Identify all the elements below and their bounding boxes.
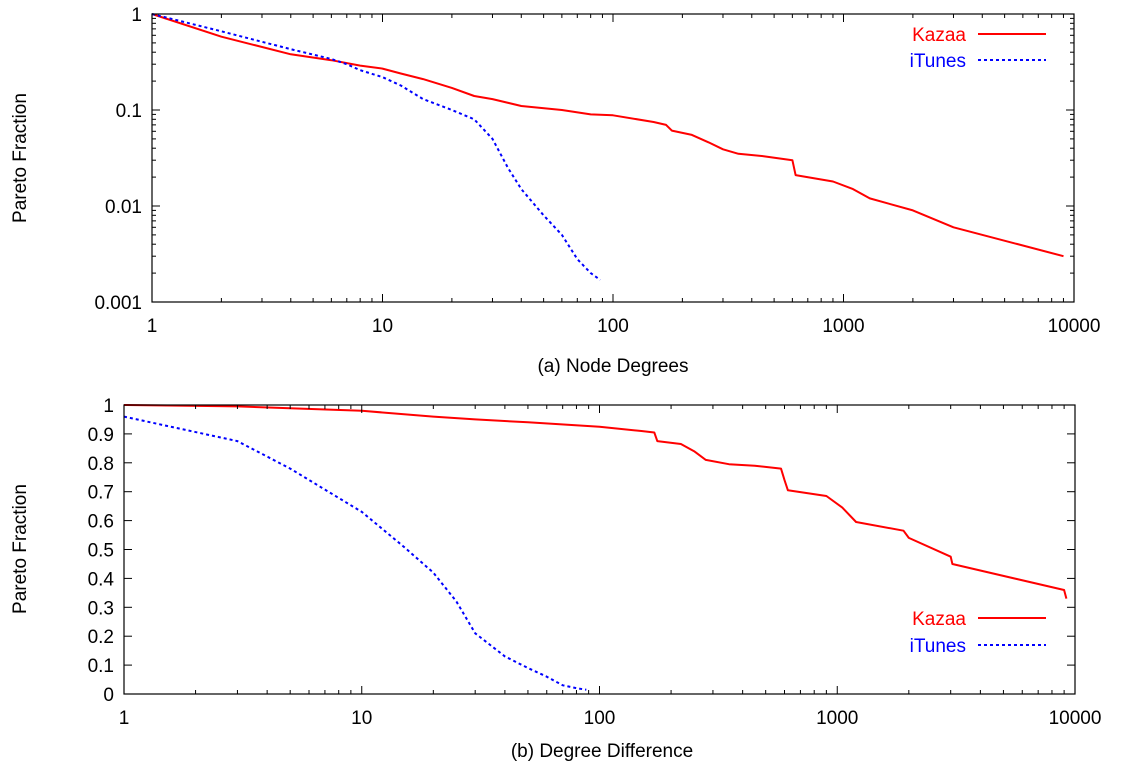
series-line-itunes (123, 415, 587, 691)
x-tick-label: 1 (147, 316, 158, 337)
legend-entry-kazaa: Kazaa (912, 25, 1046, 46)
chart-node-degrees: 1 10 100 1000 10000 0.001 0.01 0.1 1 Pareto Frac… (10, 5, 1100, 377)
series-line-kazaa (123, 404, 1068, 599)
x-tick-label: 100 (597, 316, 629, 337)
y-tick-label: 0.01 (105, 197, 142, 218)
chart-caption: (a) Node Degrees (537, 356, 688, 377)
y-tick-label: 0.001 (94, 293, 142, 314)
x-tick-label: 10 (351, 708, 372, 729)
chart-caption: (b) Degree Difference (511, 741, 693, 762)
x-tick-label: 10000 (1048, 316, 1101, 337)
series-layer (123, 404, 1068, 691)
series-line-kazaa (151, 13, 1064, 258)
legend-label-itunes: iTunes (910, 51, 966, 72)
legend: Kazaa iTunes (910, 609, 1046, 657)
y-tick-label: 0.7 (88, 483, 114, 504)
y-axis-title: Pareto Fraction (10, 93, 31, 223)
y-tick-label: 0.3 (88, 598, 114, 619)
legend-label-kazaa: Kazaa (912, 25, 966, 46)
legend-entry-itunes: iTunes (910, 51, 1046, 72)
legend-entry-kazaa: Kazaa (912, 609, 1046, 630)
y-tick-label: 1 (103, 396, 114, 417)
y-tick-label: 0.9 (88, 425, 114, 446)
x-tick-label: 1000 (816, 708, 858, 729)
x-tick-label: 1 (119, 708, 130, 729)
y-tick-label: 0.1 (116, 101, 142, 122)
legend-entry-itunes: iTunes (910, 636, 1046, 657)
y-tick-label: 0.2 (88, 627, 114, 648)
series-layer (151, 13, 1064, 281)
y-tick-label: 0.4 (88, 569, 115, 590)
x-tick-label: 100 (584, 708, 616, 729)
y-tick-label: 1 (131, 5, 142, 26)
legend-label-kazaa: Kazaa (912, 609, 966, 630)
legend-label-itunes: iTunes (910, 636, 966, 657)
y-tick-label: 0.8 (88, 454, 114, 475)
y-tick-label: 0.6 (88, 512, 114, 533)
y-tick-label: 0.5 (88, 541, 114, 562)
y-axis-title: Pareto Fraction (10, 484, 31, 614)
x-tick-label: 10000 (1049, 708, 1102, 729)
y-tick-label: 0.1 (88, 656, 114, 677)
y-tick-label: 0 (103, 685, 114, 706)
x-tick-label: 10 (372, 316, 393, 337)
legend: Kazaa iTunes (910, 25, 1046, 72)
series-line-itunes (151, 13, 601, 281)
ticks-layer: 1 10 100 1000 10000 0 0.1 0.2 0.3 0.4 0.5 0.6 0.7 0.8… (88, 396, 1102, 729)
chart-degree-difference: 1 10 100 1000 10000 0 0.1 0.2 0.3 0.4 0.5 0.6 0.7 0.8… (10, 396, 1101, 762)
ticks-layer: 1 10 100 1000 10000 0.001 0.01 0.1 1 (94, 5, 1100, 337)
x-tick-label: 1000 (822, 316, 864, 337)
